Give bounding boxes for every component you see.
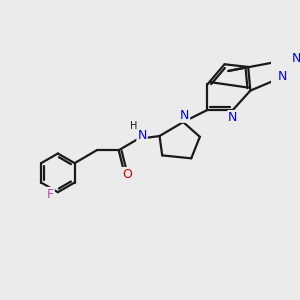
Text: F: F xyxy=(47,188,54,201)
Text: N: N xyxy=(137,129,147,142)
Text: N: N xyxy=(292,52,300,64)
Text: N: N xyxy=(228,111,238,124)
Text: N: N xyxy=(180,109,189,122)
Text: O: O xyxy=(122,168,132,181)
Text: N: N xyxy=(278,70,287,83)
Text: H: H xyxy=(130,121,137,131)
